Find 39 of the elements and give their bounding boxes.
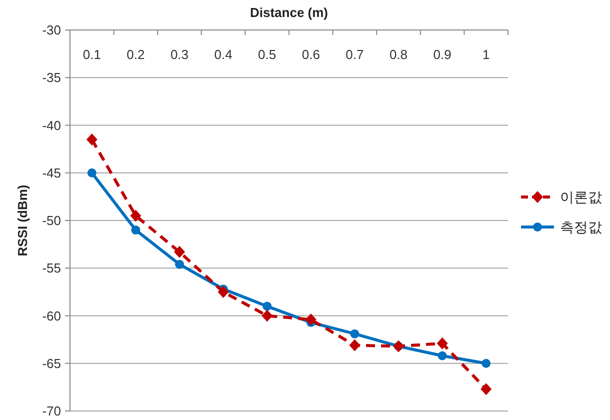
- x-tick-label: 0.2: [126, 47, 145, 62]
- y-axis-title: RSSI (dBm): [15, 184, 30, 256]
- y-tick-label: -55: [42, 260, 61, 276]
- point: [436, 337, 448, 350]
- y-tick-label: -40: [42, 118, 61, 133]
- point: [482, 358, 491, 368]
- x-tick-label: 0.1: [82, 47, 101, 62]
- point: [349, 339, 360, 352]
- point: [262, 302, 272, 311]
- point: [262, 310, 273, 322]
- y-tick-label: -30: [42, 22, 61, 38]
- legend-label: 측정값: [560, 219, 602, 235]
- x-tick-label: 0.8: [389, 47, 408, 62]
- x-tick-label: 0.5: [258, 47, 276, 62]
- y-tick-label: -70: [42, 404, 61, 418]
- point: [175, 260, 184, 269]
- point: [131, 226, 140, 235]
- x-tick-label: 0.7: [346, 47, 364, 62]
- y-tick-label: -65: [42, 356, 61, 371]
- point: [87, 168, 96, 178]
- x-tick-label: 0.6: [302, 47, 320, 62]
- point: [438, 351, 447, 360]
- x-tick-label: 0.4: [214, 47, 232, 62]
- point: [305, 314, 316, 326]
- x-tick-label: 1: [482, 47, 490, 62]
- point: [174, 246, 185, 258]
- y-tick-label: -45: [42, 165, 61, 180]
- y-tick-label: -60: [42, 308, 61, 324]
- point: [130, 210, 142, 222]
- point: [350, 329, 360, 338]
- x-tick-label: 0.3: [170, 47, 189, 62]
- x-axis-title: Distance (m): [250, 5, 328, 20]
- y-tick-label: -50: [42, 213, 61, 228]
- legend-label: 이론값: [560, 189, 602, 205]
- x-tick-label: 0.9: [433, 47, 452, 62]
- point: [86, 134, 98, 146]
- y-tick-label: -35: [42, 70, 61, 86]
- point: [480, 383, 492, 396]
- point: [218, 286, 229, 298]
